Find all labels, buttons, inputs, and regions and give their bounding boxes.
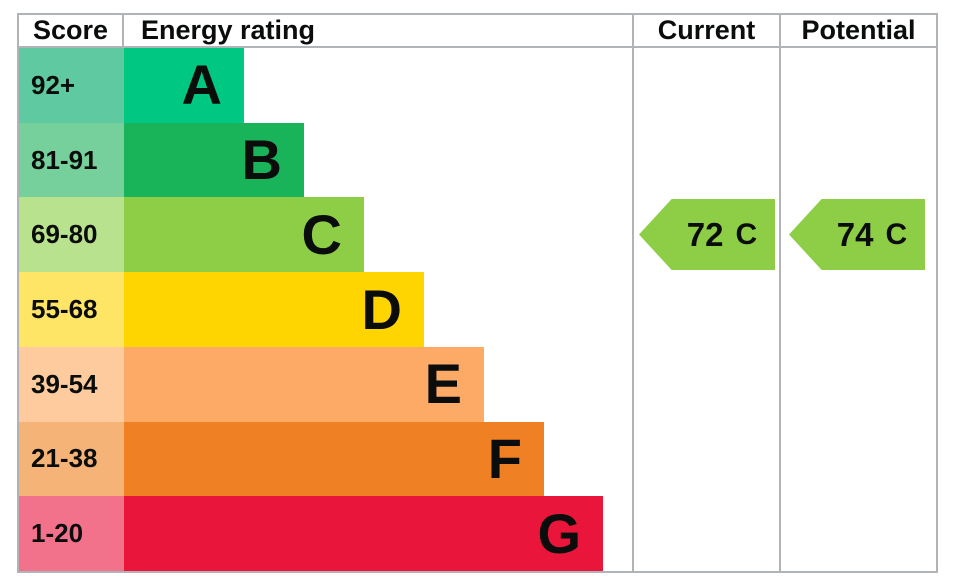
potential-score-value: 74 — [836, 216, 874, 253]
band-letter-f: F — [487, 426, 522, 490]
energy-rating-column-header: Energy rating — [141, 15, 316, 45]
band-row-a: 92+ A — [19, 48, 632, 123]
current-rating-arrow: 72 C — [639, 199, 775, 270]
band-row-f: 21-38 F — [19, 421, 632, 497]
score-range-g: 1-20 — [19, 496, 124, 572]
score-column-header: Score — [19, 15, 124, 46]
current-column-header: Current — [632, 15, 779, 46]
current-score-value: 72 — [686, 216, 724, 253]
score-range-f: 21-38 — [19, 421, 124, 497]
band-row-b: 81-91 B — [19, 122, 632, 198]
potential-rating-letter: C — [885, 217, 908, 251]
rating-bar-c: C — [124, 197, 364, 273]
score-range-b: 81-91 — [19, 122, 124, 198]
score-range-c: 69-80 — [19, 197, 124, 273]
score-range-e: 39-54 — [19, 346, 124, 422]
bands-block: 92+ A 81-91 B 69-80 C — [19, 48, 632, 572]
score-range-a: 92+ — [19, 48, 124, 123]
band-letter-g: G — [537, 501, 581, 565]
rating-bar-e: E — [124, 346, 484, 422]
current-column: 72 C — [632, 48, 779, 571]
band-row-c: 69-80 C — [19, 197, 632, 273]
band-letter-c: C — [301, 202, 342, 266]
band-letter-b: B — [241, 128, 282, 192]
band-row-e: 39-54 E — [19, 346, 632, 422]
potential-rating-arrow: 74 C — [789, 199, 925, 270]
table-body: 92+ A 81-91 B 69-80 C — [19, 48, 936, 572]
band-letter-e: E — [424, 352, 462, 416]
band-letter-d: D — [361, 277, 402, 341]
rating-bar-f: F — [124, 421, 544, 497]
rating-bar-b: B — [124, 122, 304, 198]
rating-bar-d: D — [124, 272, 424, 347]
band-row-d: 55-68 D — [19, 272, 632, 347]
potential-column-header: Potential — [779, 15, 936, 46]
potential-column: 74 C — [779, 48, 936, 571]
current-rating-letter: C — [735, 217, 758, 251]
band-row-g: 1-20 G — [19, 496, 632, 572]
score-range-d: 55-68 — [19, 272, 124, 347]
rating-bar-g: G — [124, 496, 603, 572]
rating-table: Score Energy rating Current Potential 92… — [17, 13, 938, 573]
table-header-row: Score Energy rating Current Potential — [19, 15, 936, 48]
rating-bar-a: A — [124, 48, 244, 123]
band-letter-a: A — [181, 53, 222, 117]
